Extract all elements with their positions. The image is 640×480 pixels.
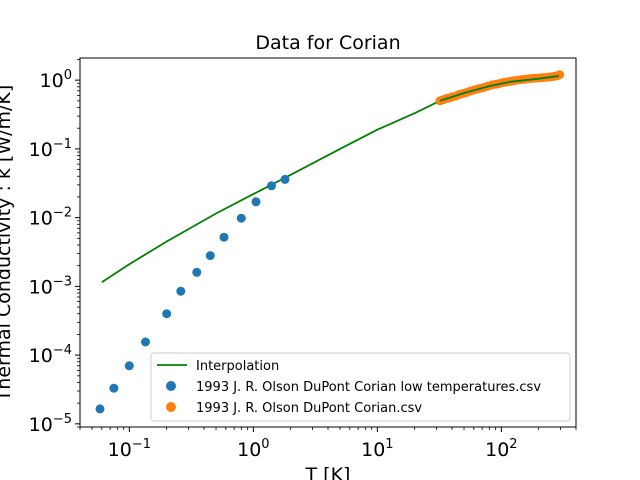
data-point-series-1 xyxy=(95,404,105,414)
x-tick-label: 10−1 xyxy=(108,437,151,461)
data-point-series-1 xyxy=(267,181,276,191)
legend-dot-low-temperature xyxy=(166,381,176,391)
plot-frame xyxy=(79,57,577,428)
y-tick-label: 100 xyxy=(40,68,72,92)
series-line-interpolation-overlay xyxy=(439,75,559,102)
data-point-series-1 xyxy=(162,309,172,319)
plot-area xyxy=(95,70,565,414)
data-point-series-1 xyxy=(205,251,215,261)
y-tick-label: 10−2 xyxy=(29,206,72,230)
chart-title: Data for Corian xyxy=(255,32,400,54)
data-point-series-1 xyxy=(192,267,202,277)
legend-label-interpolation: Interpolation xyxy=(196,359,279,374)
data-point-series-1 xyxy=(280,174,290,184)
data-point-series-1 xyxy=(236,213,246,223)
data-point-series-1 xyxy=(124,361,134,371)
series-line-interpolation xyxy=(101,75,559,283)
y-tick-label: 10−1 xyxy=(29,137,72,161)
data-point-series-2 xyxy=(555,70,565,80)
data-point-series-1 xyxy=(251,197,261,207)
y-tick-label: 10−3 xyxy=(29,274,72,298)
x-axis-label: T [K] xyxy=(305,464,351,480)
y-tick-label: 10−5 xyxy=(29,412,72,436)
y-tick-label: 10−4 xyxy=(29,343,72,367)
data-point-series-1 xyxy=(176,286,186,296)
legend-label-low-temperature: 1993 J. R. Olson DuPont Corian low tempe… xyxy=(196,380,541,395)
y-axis-ticks: 10−5 10−4 10−3 10−2 10−1 100 xyxy=(29,59,80,436)
x-tick-label: 102 xyxy=(485,437,517,461)
data-point-series-1 xyxy=(109,383,119,393)
legend-label-corian: 1993 J. R. Olson DuPont Corian.csv xyxy=(196,401,422,416)
x-axis-ticks: 10−1 100 101 102 xyxy=(79,427,577,461)
data-point-series-1 xyxy=(141,337,150,347)
legend-dot-corian xyxy=(166,402,176,412)
legend: Interpolation 1993 J. R. Olson DuPont Co… xyxy=(150,352,571,422)
x-tick-label: 100 xyxy=(237,437,269,461)
legend-box xyxy=(150,352,571,422)
x-tick-label: 101 xyxy=(361,437,393,461)
data-point-series-1 xyxy=(219,232,229,242)
y-axis-label: Thermal Conductivity : k [W/m/K] xyxy=(0,85,15,403)
